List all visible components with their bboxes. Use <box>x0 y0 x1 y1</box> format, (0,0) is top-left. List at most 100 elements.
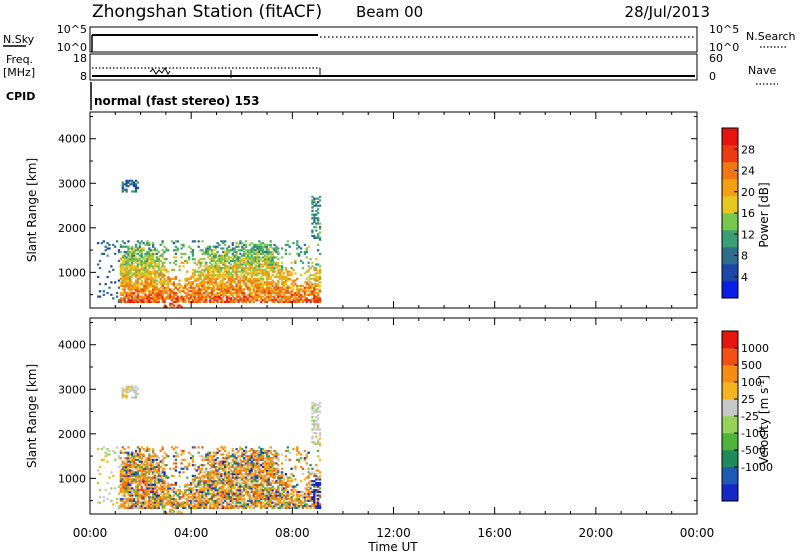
velocity-cell <box>174 503 178 506</box>
power-cell <box>191 252 195 255</box>
power-cell <box>125 183 128 186</box>
power-cell <box>269 291 272 295</box>
velocity-cell <box>146 464 149 467</box>
velocity-cell <box>140 496 143 499</box>
velocity-cell <box>210 473 214 476</box>
power-cell <box>244 283 248 286</box>
velocity-cell <box>243 458 246 461</box>
velocity-cell <box>313 497 316 501</box>
velocity-cell <box>218 478 221 481</box>
velocity-cell <box>131 487 134 490</box>
power-cell <box>182 286 185 289</box>
power-cell <box>282 300 286 304</box>
power-cell <box>188 258 191 261</box>
velocity-cell <box>235 474 238 477</box>
velocity-cell <box>133 389 136 392</box>
velocity-cell <box>305 455 308 458</box>
power-cell <box>131 274 134 277</box>
power-cell <box>313 197 316 200</box>
power-cell <box>244 267 248 270</box>
power-cell <box>269 254 272 257</box>
velocity-cell <box>225 465 229 469</box>
power-cell <box>220 254 223 257</box>
power-cell <box>146 250 149 254</box>
velocity-cell <box>153 492 157 495</box>
velocity-cell <box>235 499 238 502</box>
power-cell <box>258 293 261 296</box>
power-cell <box>265 277 269 280</box>
power-cell <box>277 272 280 275</box>
power-cell <box>313 283 316 286</box>
velocity-cell <box>195 503 198 506</box>
power-cell <box>256 286 259 289</box>
power-ytick-label: 2000 <box>58 222 86 235</box>
power-colorbar-swatch <box>722 145 738 163</box>
velocity-cell <box>125 465 128 469</box>
power-cell <box>222 290 225 293</box>
velocity-cell <box>174 506 178 510</box>
power-cell <box>294 261 297 264</box>
power-cell <box>151 291 155 295</box>
power-cell <box>191 283 195 286</box>
power-cell <box>316 297 320 300</box>
power-cell <box>186 291 189 295</box>
velocity-cell <box>110 499 113 502</box>
power-cell <box>277 250 280 254</box>
power-cell <box>315 222 318 225</box>
power-cell <box>176 300 179 304</box>
velocity-cell <box>201 492 204 495</box>
power-cell <box>123 270 126 273</box>
power-cell <box>229 281 233 284</box>
power-cell <box>163 300 166 304</box>
velocity-colorbar-swatch <box>722 467 738 485</box>
velocity-cell <box>275 489 278 492</box>
power-cell <box>316 270 320 273</box>
power-cell <box>269 250 272 254</box>
velocity-cell <box>271 456 274 460</box>
velocity-cell <box>241 499 244 502</box>
velocity-cell <box>136 458 140 461</box>
power-cell <box>125 277 128 280</box>
power-colorbar-tick-label: 20 <box>741 186 755 199</box>
power-cell <box>277 281 280 284</box>
power-cell <box>254 293 257 296</box>
power-cell <box>212 288 215 291</box>
power-cell <box>150 252 153 255</box>
velocity-cell <box>208 492 212 495</box>
velocity-cell <box>307 505 310 508</box>
velocity-cell <box>254 485 257 488</box>
velocity-cell <box>125 389 128 392</box>
power-cell <box>157 297 160 300</box>
power-cell <box>131 272 134 275</box>
velocity-cell <box>256 467 259 470</box>
power-cell <box>292 284 295 288</box>
power-cell <box>206 277 210 280</box>
power-cell <box>250 242 253 245</box>
power-cell <box>250 250 253 254</box>
velocity-cell <box>279 492 282 495</box>
power-cell <box>153 295 157 298</box>
velocity-cell <box>214 458 217 461</box>
velocity-cell <box>197 499 200 502</box>
velocity-cell <box>307 451 310 454</box>
velocity-cell <box>305 503 308 506</box>
velocity-cell <box>176 512 179 515</box>
velocity-cell <box>250 499 253 502</box>
velocity-cell <box>263 506 267 510</box>
power-cell <box>231 275 234 279</box>
velocity-cell <box>222 501 225 504</box>
power-cell <box>186 270 189 273</box>
velocity-cell <box>203 480 206 483</box>
velocity-cell <box>174 497 178 501</box>
velocity-cell <box>172 489 176 492</box>
power-cell <box>258 265 261 268</box>
velocity-cell <box>140 455 143 458</box>
velocity-cell <box>250 476 253 479</box>
velocity-cell <box>241 478 244 481</box>
velocity-cell <box>134 391 138 394</box>
velocity-cell <box>218 467 221 470</box>
velocity-cell <box>123 494 126 497</box>
velocity-cell <box>256 487 259 490</box>
velocity-cell <box>157 474 160 477</box>
velocity-cell <box>206 494 210 497</box>
